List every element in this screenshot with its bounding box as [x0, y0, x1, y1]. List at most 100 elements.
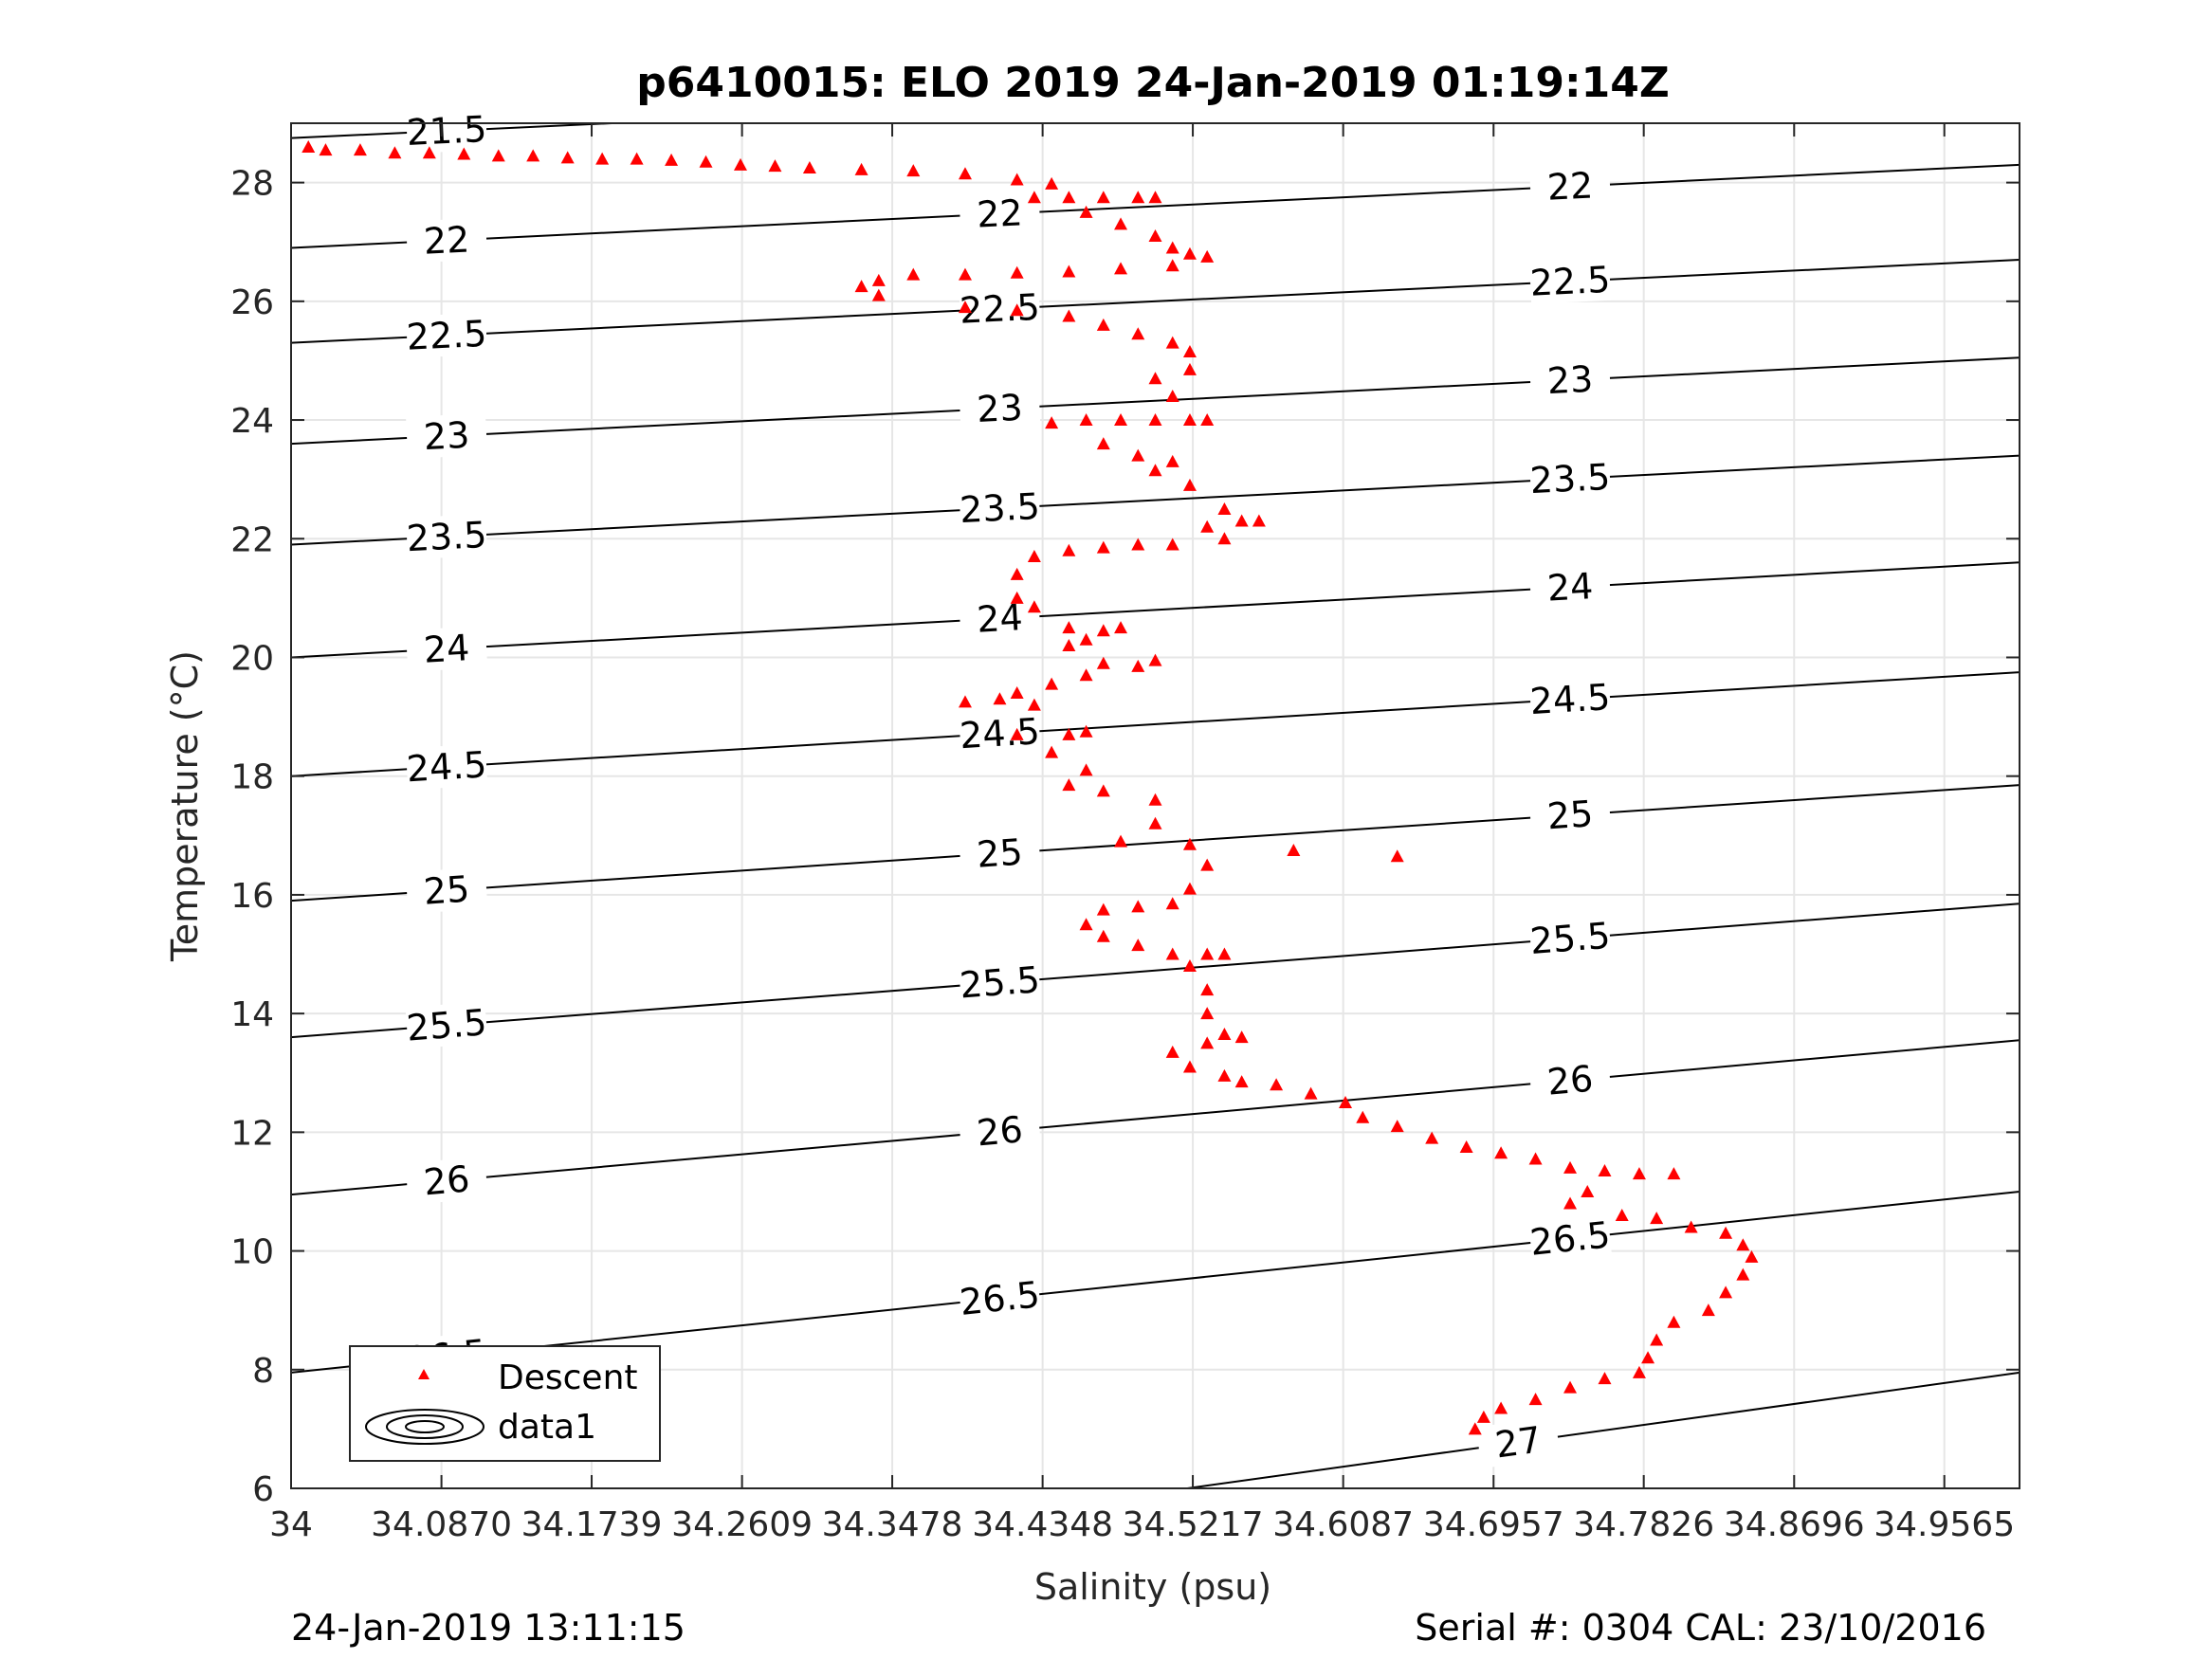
data-point — [1200, 1036, 1215, 1049]
data-point — [1200, 413, 1215, 427]
data-point — [1745, 1249, 1759, 1263]
data-point — [1182, 1060, 1197, 1073]
contour-label-bg — [406, 312, 488, 358]
data-point — [1563, 1196, 1578, 1210]
contour-label-22: 22 — [976, 191, 1023, 235]
legend-entry-descent: Descent — [498, 1358, 638, 1397]
grid — [290, 123, 2020, 1489]
legend-contour-icon — [365, 1409, 484, 1445]
data-point — [1165, 454, 1179, 467]
data-point — [1096, 540, 1110, 554]
contour-label-bg — [959, 710, 1041, 757]
contour-label-bg — [1527, 1213, 1613, 1264]
data-point — [1062, 191, 1076, 204]
data-point — [1062, 638, 1076, 651]
y-axis-label: Temperature (°C) — [164, 650, 206, 962]
data-point — [1062, 727, 1076, 740]
data-point — [1200, 1007, 1215, 1020]
data-point — [1114, 262, 1128, 275]
x-axis-label: Salinity (psu) — [1034, 1566, 1271, 1608]
data-point — [1217, 532, 1232, 545]
data-point — [1010, 686, 1024, 700]
data-point — [958, 167, 972, 180]
contour-label-24: 24 — [976, 596, 1024, 641]
data-point — [1476, 1410, 1490, 1423]
y-tick-label: 10 — [230, 1233, 274, 1272]
data-point — [422, 146, 436, 159]
data-point — [1287, 843, 1301, 856]
data-point — [1114, 834, 1128, 848]
data-point — [1165, 1045, 1179, 1058]
data-point — [1650, 1333, 1664, 1346]
contour-label-24: 24 — [1546, 565, 1595, 610]
contour-line-21.5 — [291, 123, 632, 139]
contour-label-bg — [958, 958, 1042, 1007]
contour-label-22: 22 — [1546, 164, 1594, 208]
data-point — [1010, 303, 1024, 317]
data-point — [630, 152, 644, 165]
data-point — [1062, 621, 1076, 634]
contour-label-bg — [405, 1001, 488, 1049]
data-point — [1615, 1209, 1629, 1221]
data-point — [1667, 1315, 1681, 1328]
contour-label-bg — [406, 108, 488, 154]
contour-label-bg — [959, 830, 1041, 877]
contour-line-22 — [291, 163, 2020, 249]
contour-lines — [291, 123, 2020, 1488]
data-point — [1148, 653, 1162, 666]
descent-series — [302, 140, 1759, 1435]
data-point — [1096, 437, 1110, 450]
data-point — [1234, 1030, 1249, 1044]
data-point — [854, 280, 868, 293]
data-point — [1736, 1267, 1750, 1281]
data-point — [1270, 1078, 1284, 1091]
y-tick-label: 6 — [252, 1470, 274, 1509]
legend-triangle-marker — [418, 1369, 430, 1379]
data-point — [1200, 947, 1215, 960]
data-point — [1252, 514, 1266, 527]
contour-label-bg — [1529, 163, 1612, 210]
contour-line-25.5 — [291, 902, 2020, 1039]
data-point — [1598, 1372, 1612, 1385]
data-point — [1148, 793, 1162, 806]
data-point — [1182, 478, 1197, 491]
data-point — [1459, 1140, 1473, 1153]
contour-line-23 — [291, 356, 2020, 446]
data-point — [1027, 191, 1041, 204]
data-point — [1217, 1028, 1232, 1041]
data-point — [1200, 249, 1215, 263]
contour-label-23: 23 — [423, 414, 470, 458]
contour-label-22.5: 22.5 — [1529, 259, 1612, 304]
data-point — [733, 157, 747, 171]
data-point — [1165, 538, 1179, 551]
data-point — [1528, 1152, 1543, 1165]
contour-label-25.5: 25.5 — [1528, 915, 1612, 962]
contour-label-26.5: 26.5 — [958, 1273, 1042, 1323]
contour-line-27 — [1180, 1371, 2020, 1488]
data-point — [1356, 1110, 1370, 1123]
data-point — [1165, 390, 1179, 402]
contour-label-bg — [1528, 455, 1612, 502]
data-point — [1010, 567, 1024, 580]
data-point — [1632, 1365, 1646, 1378]
legend: Descent data1 — [349, 1345, 661, 1462]
data-point — [1200, 983, 1215, 996]
data-point — [1079, 413, 1093, 427]
data-point — [1719, 1226, 1733, 1239]
contour-label-bg — [1475, 1415, 1561, 1469]
density-contours: 21.5 22 22 22 22.5 22.5 22.5 23 23 23 23.5 23.5 23.5… — [291, 108, 2020, 1488]
data-point — [1736, 1238, 1750, 1251]
footer-timestamp: 24-Jan-2019 13:11:15 — [291, 1607, 686, 1649]
data-point — [1079, 668, 1093, 682]
data-point — [1468, 1422, 1482, 1435]
x-tick-label: 34.9565 — [1874, 1505, 2015, 1544]
y-tick-label: 26 — [230, 283, 274, 322]
data-point — [388, 146, 402, 159]
data-point — [1027, 550, 1041, 563]
x-tick-label: 34.6957 — [1423, 1505, 1564, 1544]
contour-label-23.5: 23.5 — [959, 485, 1041, 531]
y-tick-label: 8 — [252, 1352, 274, 1391]
contour-label-21.5: 21.5 — [406, 108, 488, 154]
contour-label-bg — [1528, 792, 1612, 839]
data-point — [1390, 1120, 1404, 1133]
